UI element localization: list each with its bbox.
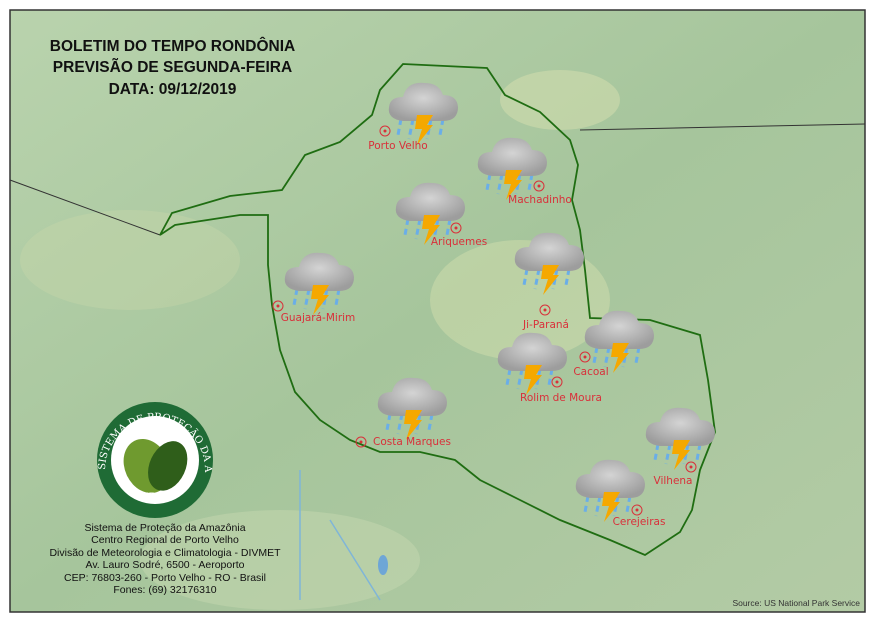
city-label: Cerejeiras — [612, 516, 666, 528]
footer-info: Sistema de Proteção da Amazônia Centro R… — [20, 522, 310, 596]
footer-line: Centro Regional de Porto Velho — [91, 534, 239, 547]
country-border — [579, 123, 866, 131]
city-marker — [533, 180, 545, 192]
city-label: Ji-Paraná — [523, 319, 569, 331]
city-marker — [450, 222, 462, 234]
footer-line: Av. Lauro Sodré, 6500 - Aeroporto — [85, 559, 245, 572]
thunderstorm-icon — [395, 182, 465, 245]
city-marker — [355, 436, 367, 448]
footer-line: Fones: (69) 32176310 — [113, 584, 217, 597]
thunderstorm-icon — [584, 310, 654, 373]
thunderstorm-icon — [514, 232, 584, 295]
footer-line: CEP: 76803-260 - Porto Velho - RO - Bras… — [64, 571, 266, 584]
state-border-rondonia — [159, 63, 716, 557]
city-label: Cacoal — [573, 366, 609, 378]
map-source: Source: US National Park Service — [732, 598, 860, 608]
thunderstorm-icon — [388, 82, 458, 145]
city-marker — [631, 504, 643, 516]
city-marker — [539, 304, 551, 316]
thunderstorm-icon — [645, 407, 715, 470]
thunderstorm-icon — [575, 459, 645, 522]
city-marker — [379, 125, 391, 137]
city-label: Guajará-Mirim — [280, 312, 356, 324]
city-label: Machadinho — [508, 194, 572, 206]
city-marker — [579, 351, 591, 363]
forecast-day: PREVISÃO DE SEGUNDA-FEIRA — [52, 59, 293, 76]
city-marker — [685, 461, 697, 473]
thunderstorm-icon — [377, 377, 447, 440]
city-label: Vilhena — [653, 475, 693, 487]
footer-line: Divisão de Meteorologia e Climatologia -… — [49, 546, 281, 559]
city-label: Rolim de Moura — [519, 392, 603, 404]
forecast-date: DATA: 09/12/2019 — [108, 81, 237, 98]
bulletin-title: BOLETIM DO TEMPO RONDÔNIA — [49, 38, 296, 55]
thunderstorm-icon — [497, 332, 567, 395]
country-border — [9, 179, 161, 236]
city-label: Costa Marques — [373, 436, 451, 448]
sipam-logo: SISTEMA DE PROTEÇÃO DA AMAZÔNIA SIPAM — [97, 402, 213, 518]
city-marker — [551, 376, 563, 388]
thunderstorm-icon — [284, 252, 354, 315]
svg-text:SIPAM: SIPAM — [138, 492, 172, 503]
city-marker — [272, 300, 284, 312]
city-label: Ariquemes — [430, 236, 488, 248]
city-label: Porto Velho — [368, 140, 428, 152]
footer-line: Sistema de Proteção da Amazônia — [84, 522, 246, 534]
thunderstorm-icon — [477, 137, 547, 200]
